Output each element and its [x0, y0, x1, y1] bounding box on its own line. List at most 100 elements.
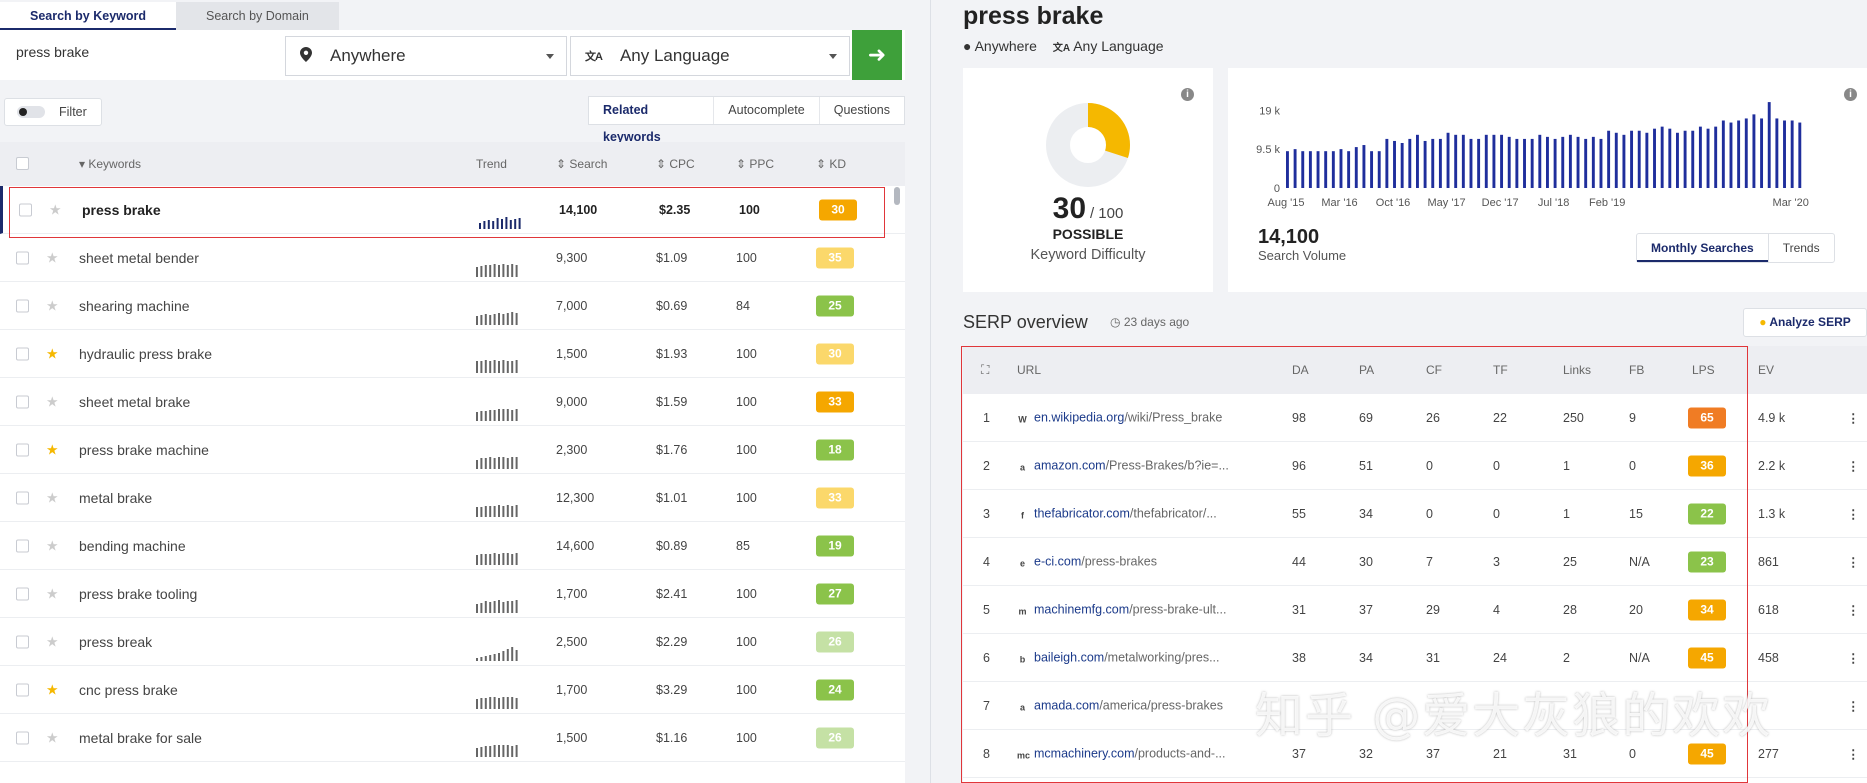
- col-ev[interactable]: EV: [1758, 363, 1775, 377]
- col-kd[interactable]: ⇕ KD: [816, 157, 847, 171]
- scrollbar[interactable]: [894, 187, 900, 205]
- tab-search-by-keyword[interactable]: Search by Keyword: [0, 2, 177, 30]
- tab-search-by-domain[interactable]: Search by Domain: [176, 2, 339, 30]
- trends-button[interactable]: Trends: [1767, 234, 1834, 262]
- table-row[interactable]: ★ press brake 14,100 $2.35 100 30: [0, 186, 905, 234]
- star-icon[interactable]: ★: [46, 729, 59, 745]
- table-row[interactable]: ★ press brake tooling 1,700 $2.41 100 27: [0, 570, 905, 618]
- keyword-text[interactable]: hydraulic press brake: [79, 345, 213, 362]
- col-fb[interactable]: FB: [1629, 363, 1645, 377]
- col-da[interactable]: DA: [1292, 363, 1309, 377]
- row-checkbox[interactable]: [16, 347, 29, 360]
- serp-row[interactable]: 6 b baileigh.com/metalworking/pres... 38 34 3…: [963, 634, 1867, 682]
- col-keywords[interactable]: ▾ Keywords: [79, 157, 142, 171]
- col-lps[interactable]: LPS: [1692, 363, 1715, 377]
- col-trend[interactable]: Trend: [476, 157, 507, 171]
- serp-row[interactable]: 3 f thefabricator.com/thefabricator/... 55 3…: [963, 490, 1867, 538]
- more-icon[interactable]: ⋮: [1847, 411, 1860, 425]
- row-checkbox[interactable]: [16, 395, 29, 408]
- row-checkbox[interactable]: [16, 587, 29, 600]
- info-icon[interactable]: i: [1844, 88, 1857, 101]
- more-icon[interactable]: ⋮: [1847, 555, 1860, 569]
- row-checkbox[interactable]: [16, 491, 29, 504]
- keyword-text[interactable]: cnc press brake: [79, 681, 178, 698]
- select-all-checkbox[interactable]: [16, 157, 29, 170]
- tab-related-keywords[interactable]: Related keywords: [603, 103, 661, 144]
- monthly-searches-button[interactable]: Monthly Searches: [1637, 234, 1768, 262]
- more-icon[interactable]: ⋮: [1847, 699, 1860, 713]
- row-checkbox[interactable]: [19, 203, 32, 216]
- col-search[interactable]: ⇕ Search: [556, 157, 608, 171]
- keyword-text[interactable]: sheet metal brake: [79, 393, 191, 410]
- serp-url[interactable]: b baileigh.com/metalworking/pres...: [1017, 650, 1220, 665]
- tab-autocomplete[interactable]: Autocomplete: [713, 97, 818, 124]
- keyword-text[interactable]: press brake tooling: [79, 585, 198, 602]
- table-row[interactable]: ★ cnc press brake 1,700 $3.29 100 24: [0, 666, 905, 714]
- col-pa[interactable]: PA: [1359, 363, 1375, 377]
- table-row[interactable]: ★ bending machine 14,600 $0.89 85 19: [0, 522, 905, 570]
- serp-url[interactable]: a amazon.com/Press-Brakes/b?ie=...: [1017, 458, 1229, 473]
- star-icon[interactable]: ★: [46, 585, 59, 601]
- serp-row[interactable]: 8 mc mcmachinery.com/products-and-... 37 32 3…: [963, 730, 1867, 778]
- table-row[interactable]: ★ sheet metal bender 9,300 $1.09 100 35: [0, 234, 905, 282]
- star-icon[interactable]: ★: [46, 537, 59, 553]
- table-row[interactable]: ★ press break 2,500 $2.29 100 26: [0, 618, 905, 666]
- keyword-text[interactable]: press brake machine: [79, 441, 209, 458]
- search-go-button[interactable]: ➜: [852, 30, 902, 80]
- location-select[interactable]: Anywhere: [285, 36, 567, 76]
- star-icon[interactable]: ★: [46, 345, 59, 361]
- row-checkbox[interactable]: [16, 635, 29, 648]
- filter-toggle[interactable]: Filter: [4, 98, 102, 126]
- table-row[interactable]: ★ shearing machine 7,000 $0.69 84 25: [0, 282, 905, 330]
- analyze-serp-button[interactable]: ● Analyze SERP: [1743, 308, 1867, 337]
- table-row[interactable]: ★ metal brake for sale 1,500 $1.16 100 26: [0, 714, 905, 762]
- serp-row[interactable]: 2 a amazon.com/Press-Brakes/b?ie=... 96 51 0 0…: [963, 442, 1867, 490]
- star-icon[interactable]: ★: [46, 249, 59, 265]
- serp-url[interactable]: mc mcmachinery.com/products-and-...: [1017, 746, 1226, 760]
- row-checkbox[interactable]: [16, 731, 29, 744]
- more-icon[interactable]: ⋮: [1847, 507, 1860, 521]
- table-row[interactable]: ★ hydraulic press brake 1,500 $1.93 100 30: [0, 330, 905, 378]
- more-icon[interactable]: ⋮: [1847, 747, 1860, 761]
- col-cpc[interactable]: ⇕ CPC: [656, 157, 695, 171]
- star-icon[interactable]: ★: [46, 441, 59, 457]
- info-icon[interactable]: i: [1181, 88, 1194, 101]
- toggle-switch[interactable]: [17, 106, 45, 118]
- row-checkbox[interactable]: [16, 443, 29, 456]
- col-links[interactable]: Links: [1563, 363, 1592, 377]
- table-row[interactable]: ★ sheet metal brake 9,000 $1.59 100 33: [0, 378, 905, 426]
- keyword-text[interactable]: sheet metal bender: [79, 249, 199, 266]
- star-icon[interactable]: ★: [49, 201, 62, 217]
- table-row[interactable]: ★ metal brake 12,300 $1.01 100 33: [0, 474, 905, 522]
- row-checkbox[interactable]: [16, 299, 29, 312]
- more-icon[interactable]: ⋮: [1847, 459, 1860, 473]
- keyword-text[interactable]: shearing machine: [79, 297, 190, 314]
- expand-icon[interactable]: ⛶: [981, 362, 990, 377]
- table-row[interactable]: ★ press brake machine 2,300 $1.76 100 18: [0, 426, 905, 474]
- star-icon[interactable]: ★: [46, 393, 59, 409]
- col-url[interactable]: URL: [1017, 363, 1042, 377]
- star-icon[interactable]: ★: [46, 681, 59, 697]
- keyword-text[interactable]: metal brake for sale: [79, 729, 202, 746]
- star-icon[interactable]: ★: [46, 633, 59, 649]
- keyword-text[interactable]: press brake: [82, 201, 161, 218]
- row-checkbox[interactable]: [16, 539, 29, 552]
- col-cf[interactable]: CF: [1426, 363, 1442, 377]
- row-checkbox[interactable]: [16, 683, 29, 696]
- keyword-input[interactable]: [16, 44, 266, 60]
- tab-questions[interactable]: Questions: [818, 97, 904, 124]
- serp-row[interactable]: 4 e e-ci.com/press-brakes 44 30 7 3 25 N/A 23 861 ⋮: [963, 538, 1867, 586]
- star-icon[interactable]: ★: [46, 489, 59, 505]
- serp-url[interactable]: m machinemfg.com/press-brake-ult...: [1018, 602, 1227, 616]
- col-tf[interactable]: TF: [1493, 363, 1508, 377]
- serp-url[interactable]: f thefabricator.com/thefabricator/...: [1017, 506, 1217, 521]
- serp-url[interactable]: e e-ci.com/press-brakes: [1017, 554, 1157, 569]
- serp-url[interactable]: a amada.com/america/press-brakes: [1017, 698, 1223, 713]
- language-select[interactable]: 文A Any Language: [570, 36, 850, 76]
- row-checkbox[interactable]: [16, 251, 29, 264]
- serp-row[interactable]: 5 m machinemfg.com/press-brake-ult... 31 37 2…: [963, 586, 1867, 634]
- keyword-text[interactable]: bending machine: [79, 537, 186, 554]
- keyword-text[interactable]: metal brake: [79, 489, 153, 506]
